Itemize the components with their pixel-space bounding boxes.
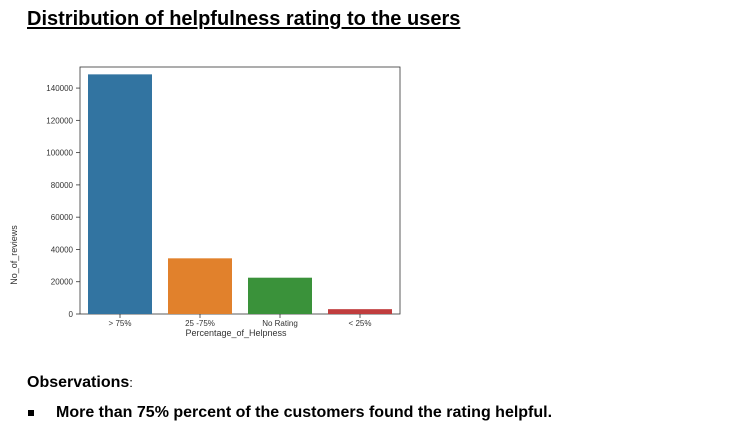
observation-text: More than 75% percent of the customers f… [56, 404, 553, 421]
observations-list: More than 75% percent of the customers f… [27, 404, 552, 422]
x-tick-label: 25 -75% [185, 319, 215, 328]
observations-heading: Observations: [27, 374, 133, 392]
bar-chart-svg: No_of_reviews Percentage_of_Helpness 0 20… [9, 66, 401, 338]
x-tick-label: < 25% [349, 319, 372, 328]
y-tick-label: 0 [69, 310, 74, 319]
x-axis-label: Percentage_of_Helpness [185, 328, 287, 338]
bar [328, 309, 392, 314]
y-tick-label: 80000 [51, 181, 74, 190]
y-axis-label: No_of_reviews [9, 225, 19, 285]
plot-frame [79, 66, 401, 315]
y-tick-label: 120000 [46, 116, 73, 125]
observations-heading-colon: : [129, 375, 133, 390]
observations-heading-text: Observations [27, 374, 130, 391]
bar-chart: No_of_reviews Percentage_of_Helpness 0 20… [0, 55, 420, 355]
observation-item: More than 75% percent of the customers f… [27, 404, 552, 422]
y-tick-label: 100000 [46, 149, 73, 158]
bar [168, 258, 232, 314]
x-tick-label: > 75% [109, 319, 132, 328]
y-tick-label: 40000 [51, 245, 74, 254]
square-bullet-icon [28, 410, 34, 416]
x-tick-label: No Rating [262, 319, 298, 328]
page-title: Distribution of helpfulness rating to th… [27, 8, 461, 30]
y-tick-label: 60000 [51, 213, 74, 222]
y-tick-label: 140000 [46, 84, 73, 93]
y-tick-label: 20000 [51, 278, 74, 287]
bar [248, 277, 312, 314]
bar [88, 74, 152, 314]
